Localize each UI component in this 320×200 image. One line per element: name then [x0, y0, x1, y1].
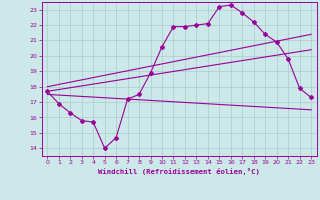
X-axis label: Windchill (Refroidissement éolien,°C): Windchill (Refroidissement éolien,°C)	[98, 168, 260, 175]
